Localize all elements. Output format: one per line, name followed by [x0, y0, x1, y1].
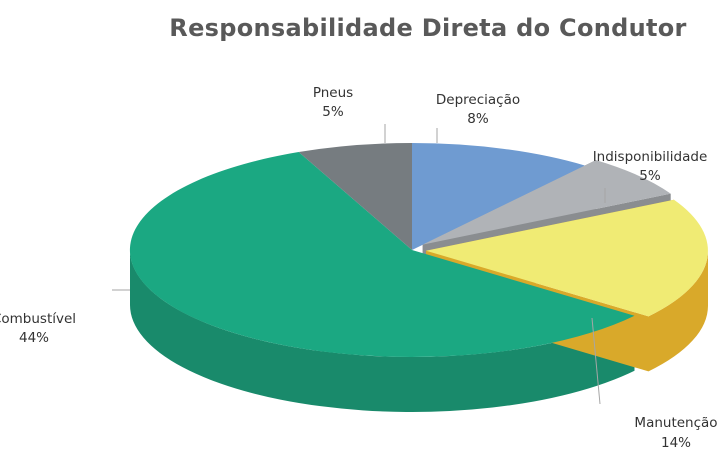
slice-value-label: 5% — [639, 168, 661, 184]
pie-slice — [422, 160, 671, 245]
slice-category-label: Depreciação — [436, 92, 520, 108]
pie-slice — [298, 143, 412, 250]
leader-line — [591, 317, 601, 405]
slice-value-label: 5% — [322, 104, 344, 120]
slice-category-label: Indisponibilidade — [593, 149, 708, 165]
slice-value-label: 8% — [467, 111, 489, 127]
slice-value-label: 14% — [661, 435, 691, 451]
pie-slice-side — [130, 250, 635, 412]
pie-slice-side — [648, 250, 708, 372]
slice-category-label: Manutenção — [634, 415, 717, 431]
slice-category-label: Combustível — [0, 311, 76, 327]
chart-title: Responsabilidade Direta do Condutor — [169, 14, 687, 42]
pie-slice — [426, 199, 708, 317]
slice-category-label: Pneus — [313, 85, 353, 101]
pie-slice — [129, 152, 635, 357]
slice-value-label: 44% — [19, 330, 49, 346]
pie-slice — [412, 143, 586, 250]
